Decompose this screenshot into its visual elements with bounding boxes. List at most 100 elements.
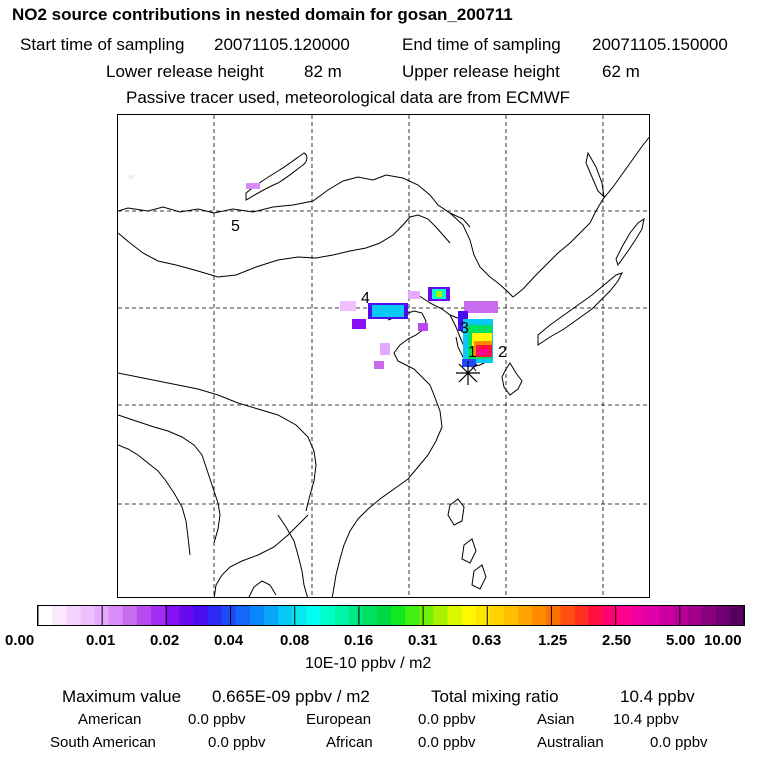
colorbar-swatch: [249, 606, 265, 625]
start-time-label: Start time of sampling: [20, 35, 185, 54]
colorbar-swatch: [136, 606, 152, 625]
region-label-3: 3: [460, 320, 469, 337]
tick-label: 0.04: [214, 632, 244, 649]
region-label-1: 1: [468, 344, 477, 361]
map-canvas: 1 2 3 4 5: [118, 115, 649, 597]
colorbar-swatch: [602, 606, 618, 625]
tick-label: 0.31: [408, 632, 438, 649]
colorbar-swatch: [193, 606, 208, 625]
region-label-4: 4: [361, 290, 370, 307]
region-label-5: 5: [231, 218, 240, 235]
african-label: African: [326, 734, 373, 751]
australian-label: Australian: [537, 734, 604, 751]
total-mixing-value: 10.4 ppbv: [620, 687, 695, 706]
colorbar-swatch: [631, 606, 646, 625]
colorbar-swatch: [715, 606, 731, 625]
tick-label: 0.63: [472, 632, 502, 649]
colorbar-swatch: [66, 606, 81, 625]
max-value: 0.665E-09 ppbv / m2: [212, 687, 370, 706]
colorbar-swatch: [235, 606, 251, 625]
tick-label: 0.01: [86, 632, 116, 649]
colorbar-swatch: [701, 606, 717, 625]
south-american-label: South American: [50, 734, 156, 751]
colorbar-swatch: [122, 606, 138, 625]
start-time-value: 20071105.120000: [214, 35, 350, 54]
colorbar-swatch: [461, 606, 477, 625]
colorbar-swatch: [150, 606, 166, 625]
colorbar-swatch: [532, 606, 547, 625]
tick-label: 2.50: [602, 632, 632, 649]
colorbar-swatch: [687, 606, 703, 625]
american-value: 0.0 ppbv: [188, 711, 246, 728]
colorbar-swatch: [207, 606, 223, 625]
south-american-value: 0.0 ppbv: [208, 734, 266, 751]
colorbar-swatch: [52, 606, 67, 625]
colorbar-swatch: [419, 606, 434, 625]
upper-release-value: 62 m: [602, 62, 640, 81]
colorbar-swatch: [574, 606, 590, 625]
tick-label: 5.00: [666, 632, 696, 649]
colorbar-swatch: [80, 606, 95, 625]
end-time-value: 20071105.150000: [592, 35, 728, 54]
max-value-label: Maximum value: [62, 687, 182, 706]
american-label: American: [78, 711, 142, 728]
tick-label: 0.02: [150, 632, 180, 649]
european-label: European: [306, 711, 372, 728]
page-title: NO2 source contributions in nested domai…: [12, 5, 513, 24]
colorbar-swatch: [433, 606, 448, 625]
colorbar-swatch: [38, 606, 53, 625]
australian-value: 0.0 ppbv: [650, 734, 708, 751]
european-value: 0.0 ppbv: [418, 711, 476, 728]
colorbar-swatch: [645, 606, 660, 625]
map-panel: 1 2 3 4 5: [117, 114, 650, 598]
lower-release-value: 82 m: [304, 62, 342, 81]
colorbar-swatch: [221, 606, 237, 625]
upper-release-label: Upper release height: [402, 62, 560, 81]
tick-label: 0.00: [5, 632, 35, 649]
asian-label: Asian: [537, 711, 575, 728]
colorbar-swatch: [405, 606, 420, 625]
tick-label: 1.25: [538, 632, 568, 649]
colorbar-swatch: [729, 606, 744, 625]
colorbar-swatch: [489, 606, 505, 625]
colorbar-swatch: [362, 606, 378, 625]
colorbar-swatch: [588, 606, 604, 625]
colorbar: [37, 605, 745, 626]
region-label-2: 2: [498, 344, 507, 361]
receptor-asterisk-icon: [456, 361, 480, 385]
tick-label: 0.16: [344, 632, 374, 649]
total-mixing-label: Total mixing ratio: [431, 687, 559, 706]
colorbar-swatch: [673, 606, 689, 625]
concentration-field: [128, 175, 498, 369]
colorbar-swatch: [179, 606, 194, 625]
tick-label: 10.00: [704, 632, 742, 649]
colorbar-swatches: [38, 606, 744, 625]
colorbar-swatch: [348, 606, 364, 625]
tick-label: 0.08: [280, 632, 310, 649]
colorbar-swatch: [560, 606, 576, 625]
colorbar-swatch: [165, 606, 180, 625]
asian-value: 10.4 ppbv: [613, 711, 679, 728]
colorbar-swatch: [334, 606, 350, 625]
colorbar-swatch: [292, 606, 307, 625]
colorbar-swatch: [376, 606, 392, 625]
data-source-note: Passive tracer used, meteorological data…: [126, 88, 571, 107]
colorbar-swatch: [391, 606, 406, 625]
colorbar-swatch: [616, 606, 632, 625]
colorbar-swatch: [447, 606, 463, 625]
colorbar-swatch: [263, 606, 279, 625]
end-time-label: End time of sampling: [402, 35, 561, 54]
colorbar-unit: 10E-10 ppbv / m2: [305, 655, 432, 672]
african-value: 0.0 ppbv: [418, 734, 476, 751]
colorbar-swatch: [503, 606, 519, 625]
colorbar-swatch: [518, 606, 533, 625]
lower-release-label: Lower release height: [106, 62, 264, 81]
coastlines-borders: [118, 136, 649, 597]
lat-lon-grid: [118, 115, 649, 597]
colorbar-swatch: [108, 606, 124, 625]
colorbar-swatch: [659, 606, 674, 625]
colorbar-swatch: [278, 606, 293, 625]
colorbar-swatch: [306, 606, 321, 625]
colorbar-swatch: [475, 606, 491, 625]
